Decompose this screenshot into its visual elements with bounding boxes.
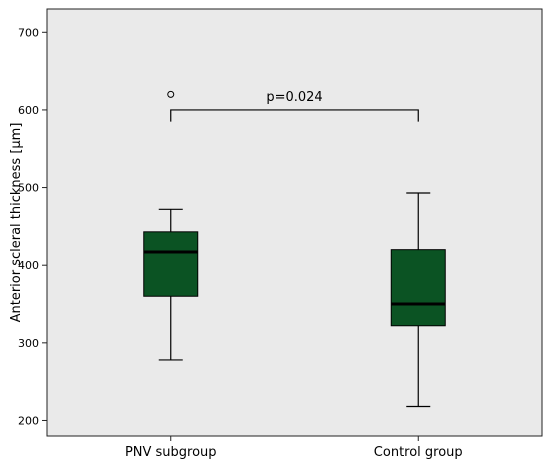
iqr-box <box>143 231 199 297</box>
y-tick-label: 500 <box>18 182 39 195</box>
outlier-point <box>167 90 175 98</box>
box-pnv-subgroup <box>143 90 199 361</box>
x-category-label: Control group <box>374 445 463 460</box>
significance-bracket <box>170 109 419 122</box>
iqr-box <box>390 249 446 327</box>
y-tick-label: 200 <box>18 414 39 427</box>
y-tick-label: 700 <box>18 26 39 39</box>
y-axis-title: Anterior scleral thickness [μm] <box>9 123 24 323</box>
y-axis: 200 300 400 500 600 700 <box>18 26 47 427</box>
significance-annotations: p=0.024 <box>170 90 419 122</box>
y-tick-label: 300 <box>18 337 39 350</box>
plot-area <box>46 8 543 437</box>
x-axis: PNV subgroup Control group <box>125 436 463 460</box>
box-series <box>143 90 446 408</box>
y-tick-label: 400 <box>18 259 39 272</box>
x-category-label: PNV subgroup <box>125 445 217 460</box>
p-value-label: p=0.024 <box>266 90 322 105</box>
box-control-group <box>390 192 446 408</box>
y-tick-label: 600 <box>18 104 39 117</box>
